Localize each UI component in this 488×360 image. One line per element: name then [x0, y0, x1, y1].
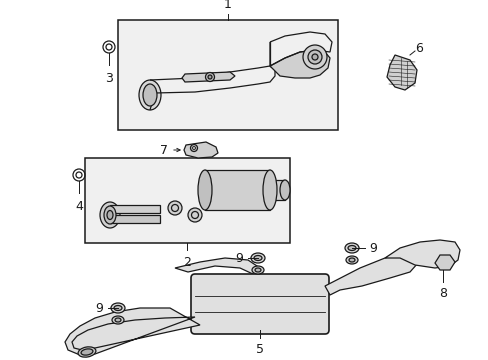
Ellipse shape — [107, 211, 113, 220]
Circle shape — [207, 75, 212, 79]
Ellipse shape — [104, 206, 116, 224]
Text: 6: 6 — [414, 41, 422, 54]
Ellipse shape — [250, 253, 264, 263]
Circle shape — [205, 72, 214, 81]
Text: 9: 9 — [235, 252, 243, 265]
PathPatch shape — [269, 50, 329, 78]
Ellipse shape — [347, 246, 355, 251]
Circle shape — [190, 144, 197, 152]
Ellipse shape — [345, 243, 358, 253]
Circle shape — [311, 54, 317, 60]
Ellipse shape — [142, 84, 157, 106]
Bar — [118, 20, 337, 130]
Ellipse shape — [251, 266, 264, 274]
Circle shape — [307, 50, 321, 64]
PathPatch shape — [183, 142, 218, 158]
Text: 8: 8 — [438, 287, 446, 300]
Ellipse shape — [348, 258, 354, 262]
Ellipse shape — [100, 202, 120, 228]
Ellipse shape — [111, 303, 125, 313]
Circle shape — [303, 45, 326, 69]
Ellipse shape — [280, 180, 289, 200]
Text: 5: 5 — [256, 343, 264, 356]
PathPatch shape — [175, 258, 262, 290]
PathPatch shape — [384, 240, 459, 268]
Ellipse shape — [115, 318, 121, 322]
PathPatch shape — [182, 72, 235, 82]
Text: 2: 2 — [183, 256, 190, 269]
Text: 3: 3 — [105, 72, 113, 85]
FancyBboxPatch shape — [191, 274, 328, 334]
Text: 9: 9 — [368, 242, 376, 255]
Bar — [110, 215, 160, 223]
Bar — [85, 158, 289, 243]
Bar — [110, 205, 160, 213]
Circle shape — [168, 201, 182, 215]
Bar — [204, 170, 269, 210]
Ellipse shape — [139, 80, 161, 110]
Ellipse shape — [112, 316, 124, 324]
Ellipse shape — [253, 256, 262, 261]
Ellipse shape — [78, 347, 96, 357]
Ellipse shape — [81, 349, 93, 355]
Circle shape — [187, 208, 202, 222]
Bar — [269, 180, 285, 200]
PathPatch shape — [386, 55, 416, 90]
PathPatch shape — [434, 255, 454, 270]
Text: 7: 7 — [160, 144, 168, 157]
Ellipse shape — [254, 268, 261, 272]
Text: 1: 1 — [224, 0, 231, 11]
PathPatch shape — [65, 308, 200, 355]
Ellipse shape — [114, 306, 122, 310]
Text: 4: 4 — [75, 200, 83, 213]
Ellipse shape — [346, 256, 357, 264]
Ellipse shape — [198, 170, 212, 210]
Ellipse shape — [263, 170, 276, 210]
Text: 9: 9 — [95, 302, 103, 315]
PathPatch shape — [325, 252, 417, 295]
